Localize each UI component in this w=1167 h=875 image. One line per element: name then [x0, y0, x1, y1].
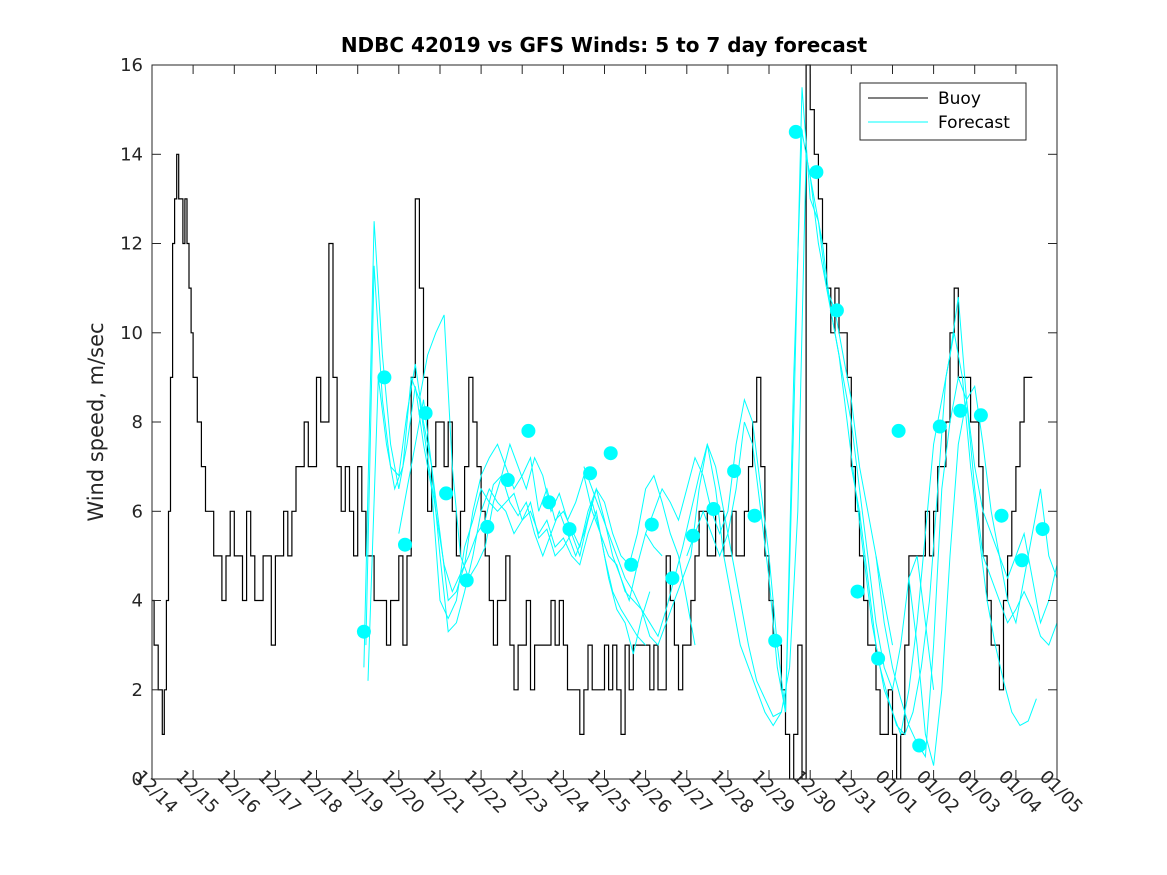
y-tick-label: 10 [120, 323, 143, 344]
forecast-marker [932, 419, 947, 434]
legend-forecast-label: Forecast [938, 113, 1010, 133]
y-tick-label: 14 [120, 144, 143, 165]
forecast-marker [542, 495, 556, 510]
forecast-marker [500, 473, 515, 487]
legend-buoy-label: Buoy [938, 89, 981, 109]
forecast-marker [973, 408, 988, 423]
forecast-series-group [363, 87, 1058, 766]
forecast-marker [747, 508, 762, 523]
y-axis-label: Wind speed, m/sec [84, 322, 108, 521]
forecast-line-1 [363, 221, 646, 668]
forecast-marker [706, 502, 721, 516]
y-tick-label: 0 [132, 769, 143, 790]
forecast-marker [788, 124, 803, 139]
y-tick-label: 12 [120, 234, 143, 255]
legend-box [859, 82, 1027, 141]
y-tick-label: 4 [132, 591, 143, 612]
forecast-marker [439, 486, 454, 501]
y-tick-label: 2 [132, 680, 143, 701]
forecast-marker [644, 517, 659, 532]
forecast-line-7 [645, 87, 893, 713]
forecast-marker [459, 573, 474, 588]
forecast-marker [562, 522, 577, 537]
forecast-marker [953, 403, 968, 418]
forecast-marker [850, 584, 865, 599]
forecast-marker [603, 446, 618, 461]
forecast-line-2 [365, 265, 663, 646]
forecast-line-6 [583, 442, 791, 718]
forecast-marker [685, 528, 700, 543]
forecast-marker [994, 508, 1009, 523]
forecast-marker [377, 370, 392, 385]
buoy-line [152, 64, 1033, 780]
y-tick-label: 8 [132, 412, 143, 433]
forecast-line-5 [418, 314, 782, 727]
chart-title: NDBC 42019 vs GFS Winds: 5 to 7 day fore… [341, 33, 868, 57]
forecast-marker-group [356, 124, 1050, 753]
y-tick-label: 16 [120, 55, 143, 76]
forecast-line-4 [398, 399, 696, 646]
forecast-marker [521, 423, 536, 438]
forecast-marker [1015, 553, 1029, 568]
forecast-marker [624, 557, 639, 572]
forecast-marker [665, 571, 680, 586]
forecast-marker [768, 633, 783, 648]
y-tick-label: 6 [132, 501, 143, 522]
axis-ticks [151, 64, 1058, 780]
forecast-marker [480, 519, 495, 534]
legend: Buoy Forecast [859, 82, 1027, 141]
forecast-marker [871, 651, 886, 666]
forecast-marker [398, 537, 412, 552]
forecast-marker [891, 423, 906, 438]
forecast-marker [829, 303, 844, 318]
y-tick-labels: 0 2 4 6 8 10 12 14 16 [120, 55, 143, 790]
forecast-marker [727, 464, 742, 479]
forecast-line-10 [850, 296, 1058, 737]
forecast-marker [1035, 522, 1050, 537]
forecast-marker [356, 624, 371, 639]
forecast-marker [583, 466, 598, 481]
buoy-series [152, 64, 1033, 780]
forecast-marker [809, 165, 824, 180]
forecast-line-12 [908, 384, 1058, 766]
forecast-marker [912, 738, 927, 753]
forecast-line-3 [367, 377, 651, 681]
forecast-marker [418, 406, 433, 421]
